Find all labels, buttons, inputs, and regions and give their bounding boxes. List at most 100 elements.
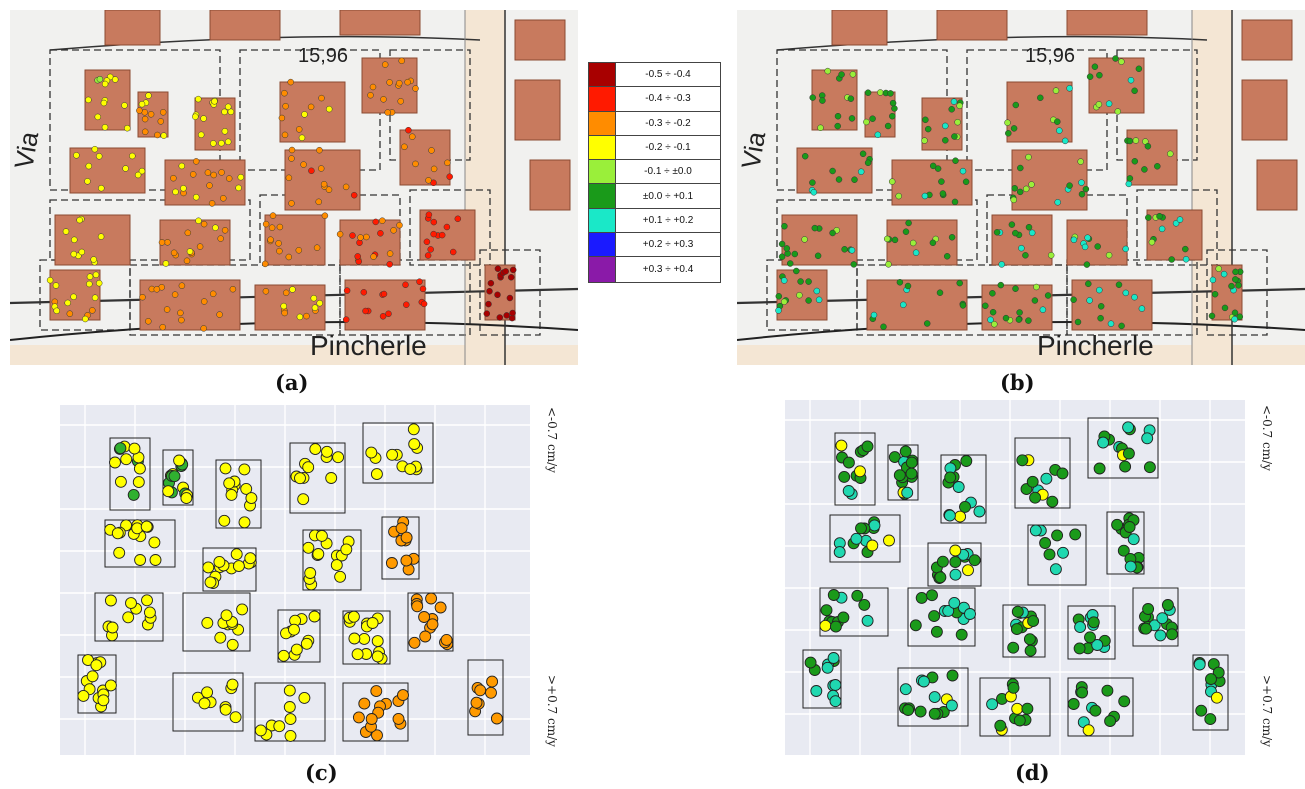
ps-point [1112, 55, 1119, 62]
data-point [1067, 698, 1080, 710]
data-point [888, 451, 901, 464]
ps-point [379, 313, 387, 320]
ps-point [276, 223, 284, 231]
ps-point [325, 105, 333, 113]
ps-point [409, 133, 416, 140]
ps-point [269, 212, 277, 219]
building-box [362, 422, 434, 484]
legend-label: ±0.0 ÷ +0.1 [642, 190, 694, 202]
data-point [804, 656, 817, 669]
building-box [1014, 437, 1071, 509]
data-point [229, 711, 242, 724]
street-label-via-b: Via [737, 129, 771, 171]
ps-point [303, 312, 310, 320]
data-point [1069, 528, 1082, 541]
ps-point [951, 198, 959, 206]
data-point [1074, 621, 1087, 634]
data-point [232, 560, 245, 573]
ps-point [929, 239, 937, 247]
building-box [1067, 677, 1134, 737]
data-point [97, 694, 110, 707]
ps-point [316, 299, 323, 307]
data-point [370, 685, 383, 698]
ps-point [874, 131, 882, 139]
data-point [821, 661, 834, 674]
data-point [77, 689, 90, 702]
ps-point [1028, 181, 1035, 188]
data-point [962, 564, 974, 577]
ps-point [178, 282, 186, 289]
ps-point [1078, 179, 1085, 186]
ps-point [1002, 314, 1010, 322]
legend-swatch [589, 87, 616, 111]
legend-label: -0.1 ÷ ±0.0 [644, 166, 692, 178]
data-point [225, 488, 238, 501]
ps-point [1085, 280, 1092, 288]
ps-point [997, 281, 1005, 289]
ps-point [1141, 166, 1148, 173]
data-point [1205, 673, 1217, 686]
ps-point [1158, 225, 1166, 233]
data-point [959, 500, 971, 513]
legend-label: -0.3 ÷ -0.2 [645, 117, 691, 129]
data-point [347, 610, 360, 623]
ps-point [153, 286, 161, 293]
building [279, 81, 346, 143]
data-point [162, 485, 175, 498]
ps-point [354, 253, 361, 260]
ps-point [350, 191, 358, 199]
ps-point [281, 131, 289, 139]
data-point [893, 469, 906, 482]
ps-point [814, 252, 822, 260]
ps-point [370, 253, 377, 260]
data-point [1076, 686, 1089, 699]
data-point [128, 442, 141, 455]
ps-point [1126, 175, 1134, 182]
ps-point [336, 230, 344, 238]
ps-point [217, 235, 224, 242]
ps-point [1052, 87, 1060, 94]
ps-point [195, 217, 202, 225]
building [399, 129, 451, 186]
data-point [370, 468, 383, 481]
data-point [1051, 529, 1064, 542]
data-point [302, 541, 315, 554]
ps-point [267, 236, 274, 243]
data-point [106, 621, 119, 634]
ps-point [959, 302, 967, 309]
data-point [810, 685, 823, 697]
data-point [1139, 622, 1152, 635]
data-point [1122, 421, 1135, 434]
building-box [940, 454, 987, 524]
data-point [407, 423, 420, 436]
ps-point [506, 294, 514, 302]
ps-point [363, 233, 370, 241]
ps-point [101, 124, 109, 131]
ps-point [1154, 163, 1161, 170]
building [1241, 19, 1293, 61]
ps-point [308, 167, 315, 175]
ps-point [1070, 296, 1077, 303]
data-point [315, 529, 328, 542]
data-point [842, 485, 855, 497]
ps-point [951, 133, 958, 140]
data-point [109, 456, 121, 469]
ps-point [189, 171, 197, 178]
map-b-content [737, 10, 1305, 365]
ps-point [320, 180, 328, 188]
block-outline [1136, 189, 1218, 266]
ps-point [64, 299, 71, 307]
data-point [334, 570, 347, 583]
data-point [486, 675, 499, 688]
legend-item: -0.3 ÷ -0.2 [589, 111, 720, 136]
data-point [1119, 460, 1132, 473]
data-point [943, 509, 956, 522]
ps-point [811, 224, 819, 232]
building-box [834, 432, 876, 506]
data-point [1111, 518, 1124, 531]
ps-point [956, 279, 963, 287]
panel-label-b: (b) [1000, 370, 1035, 395]
building [264, 214, 326, 266]
data-point [1043, 548, 1056, 561]
ps-point [775, 293, 783, 300]
